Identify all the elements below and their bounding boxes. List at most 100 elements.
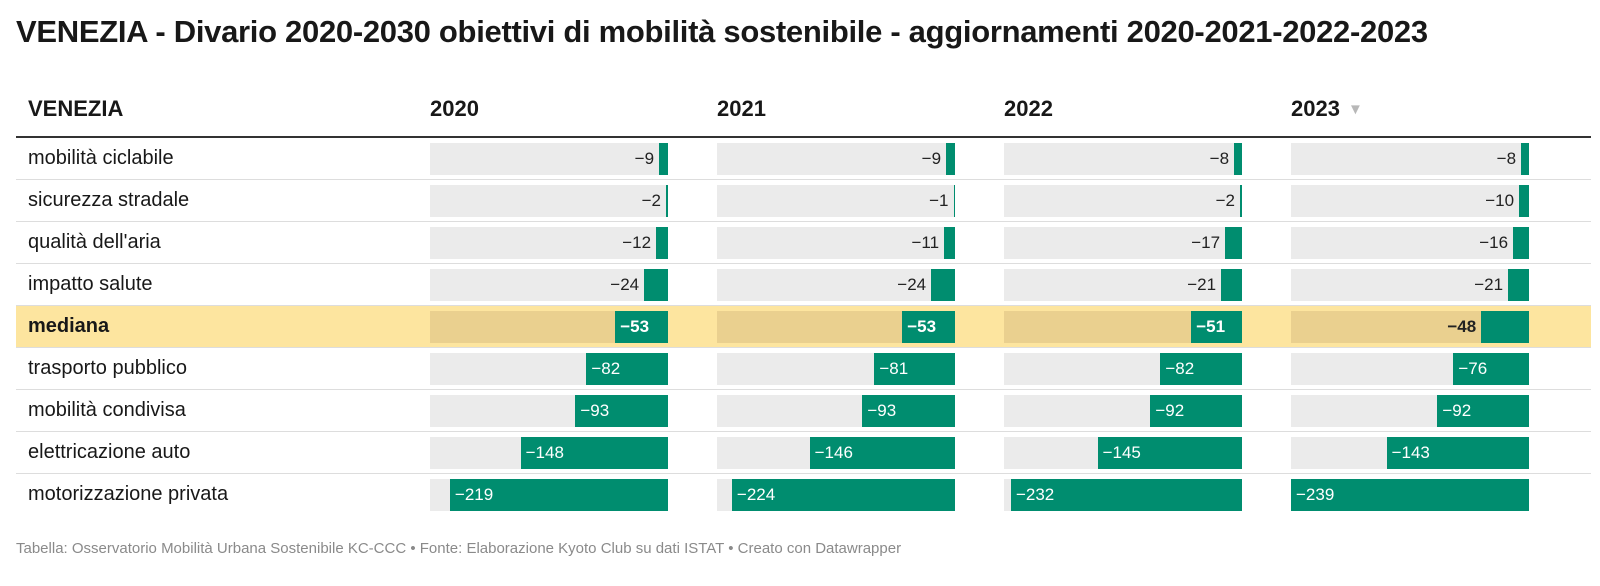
value-label: −9 [921, 149, 942, 168]
table-row: elettricazione auto −148 −146 −145 −143 [16, 432, 1591, 474]
bar [1097, 437, 1242, 469]
value-label: −1 [929, 191, 949, 210]
table-row: impatto salute −24 −24 −21 −21 [16, 264, 1591, 306]
column-header-2022[interactable]: 2022 [1004, 96, 1053, 122]
bar [1221, 269, 1242, 301]
value-label: −148 [525, 443, 564, 462]
bar-cell: −148 [430, 437, 668, 469]
value-label: −93 [867, 401, 897, 420]
value-label: −82 [591, 359, 621, 378]
value-label: −48 [1447, 317, 1477, 336]
data-table: VENEZIA 2020 2021 2022 2023 ▼ mobilità ci… [16, 88, 1591, 515]
row-label: mobilità condivisa [28, 399, 186, 421]
column-header-2020[interactable]: 2020 [430, 96, 479, 122]
value-label: −219 [454, 485, 494, 504]
bar-cell: −2 [1004, 185, 1242, 217]
table-row: mediana −53 −53 −51 −48 [16, 306, 1591, 348]
bar [1453, 353, 1529, 385]
bar [931, 269, 955, 301]
value-label: −224 [736, 485, 776, 504]
value-label: −143 [1391, 443, 1430, 462]
value-label: −10 [1485, 191, 1515, 210]
bar [1150, 395, 1242, 427]
bar-cell: −48 [1291, 311, 1529, 343]
bar-cell: −92 [1004, 395, 1242, 427]
bar [449, 479, 668, 511]
value-label: −53 [620, 317, 650, 336]
row-label: sicurezza stradale [28, 189, 190, 211]
bar [1386, 437, 1529, 469]
bar-cell: −93 [717, 395, 955, 427]
bar [659, 143, 668, 175]
bar-cell: −239 [1291, 479, 1529, 511]
row-label: qualità dell'aria [28, 231, 161, 253]
value-label: −17 [1191, 233, 1221, 252]
bar-cell: −53 [717, 311, 955, 343]
bar-cell: −145 [1004, 437, 1242, 469]
bar [520, 437, 668, 469]
bar-cell: −2 [430, 185, 668, 217]
row-label: mediana [28, 315, 110, 337]
bar [1191, 311, 1242, 343]
column-header-2021[interactable]: 2021 [717, 96, 766, 122]
column-header-label: 2021 [717, 96, 766, 121]
bar [1240, 185, 1242, 217]
bar [1513, 227, 1529, 259]
table-row: mobilità condivisa −93 −93 −92 −92 [16, 390, 1591, 432]
value-label: −51 [1196, 317, 1226, 336]
value-label: −232 [1015, 485, 1055, 504]
value-label: −9 [634, 149, 655, 168]
value-label: −2 [641, 191, 662, 210]
bar [902, 311, 955, 343]
bar-cell: −92 [1291, 395, 1529, 427]
bar [1508, 269, 1529, 301]
bar-cell: −21 [1004, 269, 1242, 301]
chart-title: VENEZIA - Divario 2020-2030 obiettivi di… [16, 14, 1428, 49]
bar-cell: −146 [717, 437, 955, 469]
value-label: −93 [580, 401, 610, 420]
value-label: −8 [1209, 149, 1230, 168]
bar [1521, 143, 1529, 175]
row-label: trasporto pubblico [28, 357, 187, 379]
bar-cell: −219 [430, 479, 668, 511]
table-header: VENEZIA 2020 2021 2022 2023 ▼ [16, 88, 1591, 138]
row-label: elettricazione auto [28, 441, 191, 463]
bar [615, 311, 668, 343]
column-header-label: 2023 [1291, 96, 1340, 121]
table-body: mobilità ciclabile −9 −9 −8 −8 sicurezza stra… [16, 138, 1591, 515]
bar [656, 227, 668, 259]
bar [953, 185, 955, 217]
bar-cell: −232 [1004, 479, 1242, 511]
value-label: −92 [1155, 401, 1185, 420]
bar-cell: −143 [1291, 437, 1529, 469]
row-header-label: VENEZIA [28, 96, 124, 121]
value-label: −81 [879, 359, 909, 378]
column-header-2023[interactable]: 2023 ▼ [1291, 96, 1363, 122]
bar [575, 395, 668, 427]
value-label: −21 [1474, 275, 1504, 294]
bar-cell: −12 [430, 227, 668, 259]
bar [1481, 311, 1529, 343]
value-label: −11 [911, 233, 940, 252]
bar [1234, 143, 1242, 175]
bar [1225, 227, 1242, 259]
row-label: motorizzazione privata [28, 483, 229, 505]
bar [946, 143, 955, 175]
value-label: −76 [1458, 359, 1488, 378]
value-label: −239 [1296, 485, 1335, 504]
triangle-down-icon: ▼ [1347, 101, 1363, 118]
value-label: −21 [1187, 275, 1217, 294]
table-row: sicurezza stradale −2 −1 −2 −10 [16, 180, 1591, 222]
bar [944, 227, 955, 259]
bar-cell: −76 [1291, 353, 1529, 385]
bar [731, 479, 955, 511]
column-header-label: 2022 [1004, 96, 1053, 121]
bar-cell: −1 [717, 185, 955, 217]
bar-cell: −9 [717, 143, 955, 175]
value-label: −146 [814, 443, 853, 462]
bar [809, 437, 955, 469]
value-label: −82 [1165, 359, 1195, 378]
bar [1010, 479, 1242, 511]
bar-cell: −81 [717, 353, 955, 385]
bar-cell: −10 [1291, 185, 1529, 217]
